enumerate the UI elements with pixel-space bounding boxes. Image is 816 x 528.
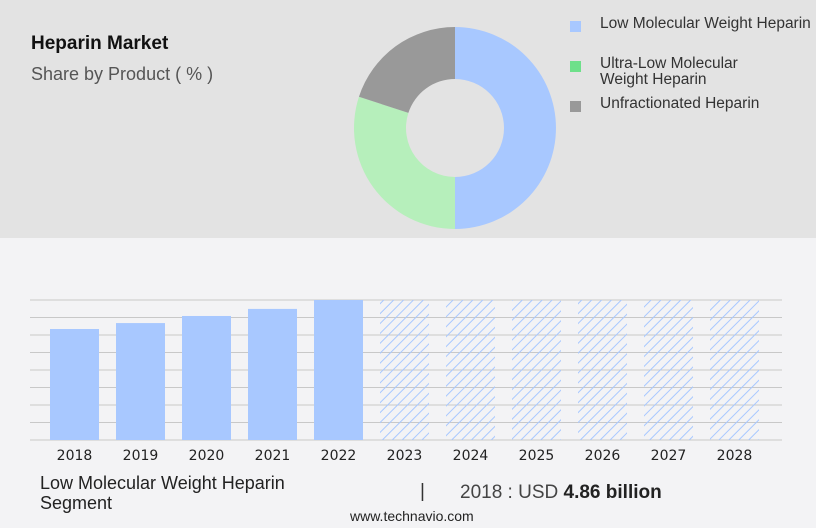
x-tick-label: 2025	[519, 448, 555, 464]
x-tick-label: 2028	[717, 448, 753, 464]
donut-slice	[455, 27, 556, 229]
x-axis-labels: 2018 2019 2020 2021 2022 2023 2024 2025 2026 2027…	[57, 448, 753, 464]
forecast-bar	[644, 300, 693, 440]
separator: |	[420, 481, 425, 502]
value-bold: 4.86 billion	[563, 482, 662, 503]
x-tick-label: 2023	[387, 448, 423, 464]
bar	[182, 315, 231, 440]
donut-slice	[353, 96, 455, 230]
forecast-bar	[578, 300, 627, 440]
x-tick-label: 2026	[585, 448, 621, 464]
x-tick-label: 2022	[321, 448, 357, 464]
chart-subtitle: Share by Product ( % )	[31, 64, 214, 84]
bar	[314, 300, 363, 440]
donut-slice	[358, 27, 455, 113]
segment-value: 2018 : USD 4.86 billion	[460, 482, 662, 503]
forecast-bar	[512, 300, 561, 440]
x-tick-label: 2027	[651, 448, 687, 464]
legend-swatch	[570, 61, 581, 72]
x-tick-label: 2019	[123, 448, 159, 464]
forecast-bar	[380, 300, 429, 440]
x-tick-label: 2020	[189, 448, 225, 464]
bar-chart	[50, 300, 759, 440]
bar	[248, 308, 297, 440]
bar	[50, 329, 99, 440]
x-tick-label: 2018	[57, 448, 93, 464]
forecast-bar	[446, 300, 495, 440]
donut-chart	[353, 27, 556, 230]
x-tick-label: 2021	[255, 448, 291, 464]
x-tick-label: 2024	[453, 448, 489, 464]
legend-swatch	[570, 101, 581, 112]
bar	[116, 323, 165, 440]
segment-label: Low Molecular Weight Heparin Segment	[40, 473, 285, 513]
legend-swatch	[570, 21, 581, 32]
chart-title: Heparin Market	[31, 33, 169, 54]
source-url: www.technavio.com	[350, 508, 474, 524]
forecast-bar	[710, 300, 759, 440]
